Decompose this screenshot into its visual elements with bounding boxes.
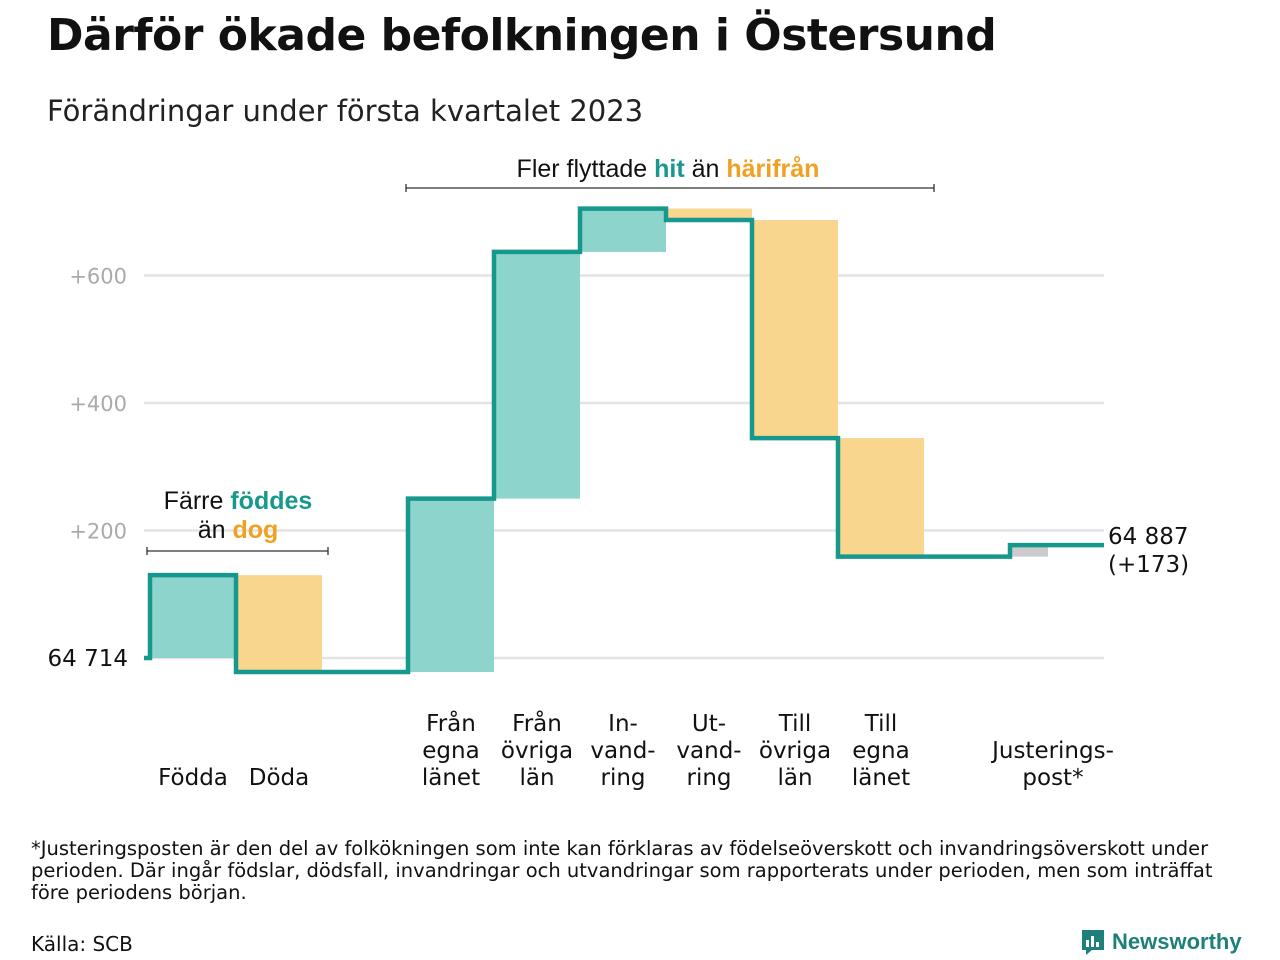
start-value-label: 64 714 <box>48 646 128 672</box>
y-tick-label: +600 <box>69 265 127 289</box>
annotation-migration-prefix: Fler flyttade <box>517 155 655 183</box>
waterfall-bar-increase <box>580 208 666 252</box>
chart-title: Därför ökade befolkningen i Östersund <box>47 10 997 61</box>
waterfall-bar-decrease <box>752 220 838 439</box>
newsworthy-icon <box>1082 930 1104 955</box>
category-label: In- <box>608 711 638 737</box>
y-tick-label: +400 <box>69 392 127 416</box>
waterfall-bar-decrease <box>236 575 322 673</box>
category-label: länet <box>422 765 480 791</box>
waterfall-bar-increase <box>494 251 580 499</box>
waterfall-bars <box>150 208 1048 673</box>
waterfall-bar-increase <box>150 575 236 658</box>
footnote: *Justeringsposten är den del av folkökni… <box>31 837 1213 904</box>
svg-text:Färre föddes: Färre föddes <box>164 487 313 515</box>
category-label: vand- <box>590 738 655 764</box>
category-label: Från <box>426 709 476 737</box>
annotation-migration-middle: än <box>685 155 727 183</box>
annotation-birth-death-bracket <box>146 547 329 555</box>
annotation-death-highlight: dog <box>232 516 278 544</box>
newsworthy-logo: Newsworthy <box>1080 928 1242 956</box>
waterfall-chart: +200+400+600 Födda DödaFrånegnalänetFrånö… <box>48 155 1190 791</box>
category-label: län <box>519 765 554 791</box>
category-label: egna <box>852 738 909 764</box>
category-label: Till <box>864 711 898 737</box>
category-label: Till <box>778 711 812 737</box>
category-label: Ut- <box>692 711 726 737</box>
category-label: Från <box>512 709 562 737</box>
waterfall-bar-decrease <box>666 208 752 221</box>
waterfall-bar-increase <box>408 498 494 673</box>
category-label: länet <box>852 765 910 791</box>
end-value-label: 64 887 <box>1108 524 1188 550</box>
source-label: Källa: SCB <box>31 932 133 956</box>
waterfall-bar-decrease <box>838 438 924 557</box>
cumulative-step-line <box>144 206 1104 675</box>
end-change-label: (+173) <box>1108 552 1189 578</box>
category-label: övriga <box>501 738 573 764</box>
annotation-migration-bracket <box>405 184 935 192</box>
annotation-migration-harifran: härifrån <box>726 155 819 183</box>
category-label: egna <box>422 738 479 764</box>
category-labels: Födda DödaFrånegnalänetFrånövrigalänIn-va… <box>158 709 1114 791</box>
annotation-migration-hit: hit <box>654 155 685 183</box>
category-label: vand- <box>676 738 741 764</box>
y-tick-labels: +200 +400 +600 <box>69 265 127 544</box>
cumulative-step-line <box>144 206 1104 675</box>
category-label: län <box>777 765 812 791</box>
svg-text:Fler flyttade hit än härifrån: Fler flyttade hit än härifrån <box>517 155 820 183</box>
category-label: Födda <box>158 765 228 791</box>
y-tick-label: +200 <box>69 520 127 544</box>
chart-subtitle: Förändringar under första kvartalet 2023 <box>47 94 644 128</box>
svg-text:än dog: än dog <box>198 516 279 544</box>
brand-name: Newsworthy <box>1112 929 1242 954</box>
category-label: Justerings- <box>990 738 1114 764</box>
waterfall-bar-adjustment <box>1010 545 1048 557</box>
annotation-birth-highlight: föddes <box>230 487 312 515</box>
annotation-birth-death: Färre föddes än dog <box>146 487 329 555</box>
category-label: post* <box>1022 765 1083 791</box>
category-label: övriga <box>759 738 831 764</box>
category-label: ring <box>686 765 731 791</box>
category-label: Döda <box>249 765 309 791</box>
annotation-death-prefix: än <box>198 516 233 544</box>
annotation-birth-prefix: Färre <box>164 487 231 515</box>
annotation-migration: Fler flyttade hit än härifrån <box>405 155 935 192</box>
category-label: ring <box>600 765 645 791</box>
